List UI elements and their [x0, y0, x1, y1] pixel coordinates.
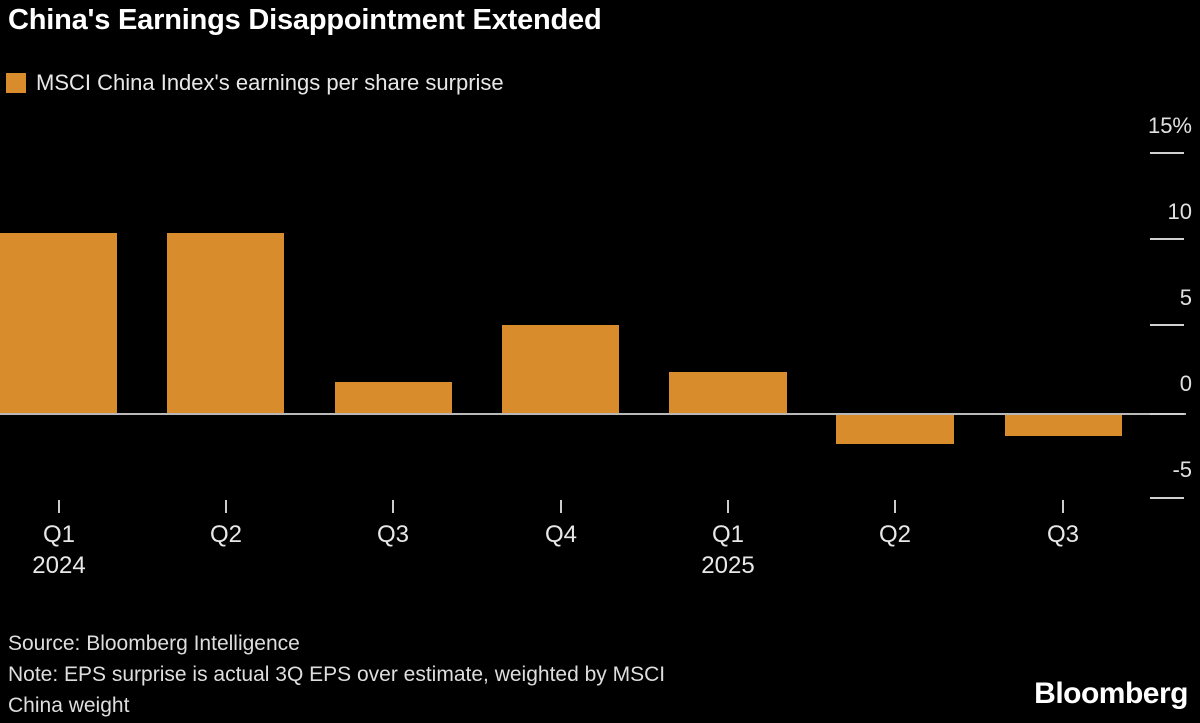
y-tick-text: 0: [1179, 371, 1192, 396]
x-tick-quarter: Q2: [878, 521, 911, 548]
x-tick-quarter: Q1: [42, 521, 75, 548]
x-tick-mark: [727, 500, 729, 513]
x-tick-quarter: Q4: [544, 521, 577, 548]
bar-q4-2024: [502, 325, 619, 413]
y-tick-text: 15%: [1147, 113, 1192, 138]
x-tick-mark: [1062, 500, 1064, 513]
y-tick-label: 0: [1130, 372, 1192, 396]
y-tick-mark: [1150, 238, 1184, 240]
x-tick-label-group: Q3: [333, 520, 453, 550]
y-tick-label: 10: [1130, 200, 1192, 224]
note-line-1: Note: EPS surprise is actual 3Q EPS over…: [8, 663, 666, 686]
zero-baseline: [0, 413, 1186, 415]
y-axis: 15% 10 5 0 -5: [1130, 110, 1200, 510]
x-tick-label-group: Q2: [166, 520, 286, 550]
x-tick-quarter: Q2: [209, 521, 242, 548]
x-tick-year: 2025: [701, 552, 755, 579]
x-tick-year: 2024: [32, 552, 86, 579]
x-tick-label-group: Q3: [1003, 520, 1123, 550]
y-tick-text: 5: [1179, 285, 1192, 310]
x-tick-label-group: Q1 2025: [668, 520, 788, 582]
y-tick-label: 5: [1130, 286, 1192, 310]
bar-q1-2024: [0, 233, 117, 413]
x-tick-mark: [560, 500, 562, 513]
source-line: Source: Bloomberg Intelligence: [8, 632, 300, 655]
bloomberg-logo: Bloomberg: [1034, 677, 1188, 710]
x-tick-mark: [392, 500, 394, 513]
y-tick-text: -5: [1172, 457, 1192, 482]
x-tick-label-group: Q4: [501, 520, 621, 550]
y-tick-label: 15%: [1130, 114, 1192, 138]
y-tick-mark: [1150, 413, 1184, 415]
page-title: China's Earnings Disappointment Extended: [8, 4, 602, 36]
bar-q1-2025: [669, 372, 787, 413]
bar-q2-2025: [836, 415, 954, 444]
y-tick-mark: [1150, 497, 1184, 499]
plot-area: [0, 110, 1200, 500]
bar-q3-2024: [335, 382, 452, 413]
note-line-2: China weight: [8, 694, 130, 717]
x-tick-mark: [894, 500, 896, 513]
square-swatch-icon: [6, 73, 26, 93]
y-tick-label: -5: [1130, 458, 1192, 482]
x-tick-mark: [225, 500, 227, 513]
chart-legend: MSCI China Index's earnings per share su…: [6, 70, 504, 96]
x-axis: Q1 2024 Q2 Q3 Q4 Q1 2025 Q2 Q3: [0, 500, 1200, 600]
x-tick-quarter: Q3: [1046, 521, 1079, 548]
y-tick-mark: [1150, 152, 1184, 154]
x-tick-label-group: Q1 2024: [0, 520, 119, 582]
x-tick-label-group: Q2: [835, 520, 955, 550]
x-tick-mark: [58, 500, 60, 513]
legend-item-label: MSCI China Index's earnings per share su…: [36, 70, 504, 95]
bar-q3-2025: [1005, 415, 1122, 436]
y-tick-text: 10: [1167, 199, 1192, 224]
bar-q2-2024: [167, 233, 284, 413]
x-tick-quarter: Q3: [376, 521, 409, 548]
x-tick-quarter: Q1: [711, 521, 744, 548]
y-tick-mark: [1150, 324, 1184, 326]
footer-notes: Source: Bloomberg Intelligence Note: EPS…: [8, 628, 908, 721]
